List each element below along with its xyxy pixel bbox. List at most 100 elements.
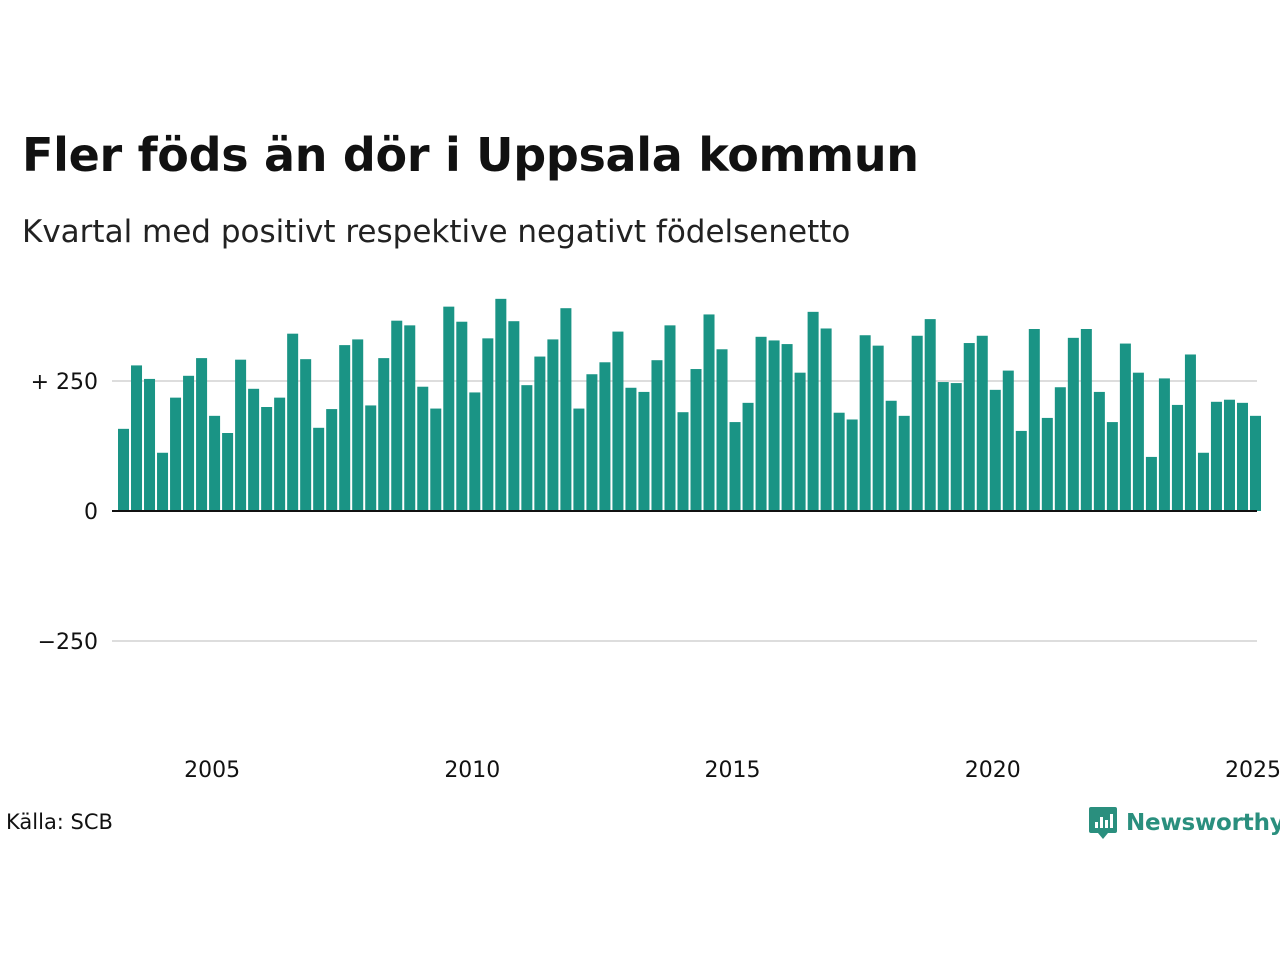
bar — [651, 360, 663, 511]
bar — [365, 405, 377, 511]
brand-name: Newsworthy — [1126, 810, 1280, 836]
bar — [339, 345, 351, 511]
x-tick-label: 2020 — [965, 758, 1021, 783]
bar — [1080, 329, 1092, 511]
bar — [196, 358, 208, 511]
bar — [1119, 343, 1131, 511]
bar — [1132, 372, 1144, 511]
bar — [274, 397, 286, 511]
bar — [1171, 404, 1183, 511]
bar — [716, 349, 728, 511]
bar — [625, 387, 637, 511]
bar — [248, 388, 260, 511]
bar — [1223, 399, 1235, 511]
chart-title: Fler föds än dör i Uppsala kommun — [22, 128, 919, 182]
bar — [703, 314, 715, 511]
bar — [885, 400, 897, 511]
bar — [846, 419, 858, 511]
bar — [807, 311, 819, 511]
source-label: Källa: SCB — [6, 810, 113, 834]
bar — [443, 306, 455, 511]
bar — [352, 339, 364, 511]
bar — [833, 412, 845, 511]
bar — [872, 345, 884, 511]
bar — [781, 344, 793, 511]
bar — [768, 340, 780, 511]
bar — [1067, 337, 1079, 511]
bar — [430, 408, 442, 511]
bar — [170, 397, 182, 511]
bar — [898, 415, 910, 511]
bar-chart-speech-bubble-icon — [1089, 807, 1117, 839]
x-tick-label: 2025 — [1225, 758, 1280, 783]
bar — [755, 336, 767, 511]
bar — [989, 389, 1001, 511]
axes: + 250 0 −250 2005 2010 2015 2020 2025 — [31, 370, 1280, 783]
bar — [1002, 370, 1014, 511]
bar — [404, 325, 416, 511]
bar — [287, 333, 299, 511]
x-tick-label: 2010 — [444, 758, 500, 783]
bar — [963, 343, 975, 511]
bar — [976, 335, 988, 511]
bar — [1145, 456, 1157, 511]
bar — [209, 415, 221, 511]
bar — [1197, 452, 1209, 511]
bar — [313, 427, 325, 511]
bar — [1210, 401, 1222, 511]
bar — [482, 338, 494, 511]
bar — [183, 375, 195, 511]
bar — [1236, 402, 1248, 511]
bar — [911, 335, 923, 511]
bar — [261, 407, 273, 511]
bars — [118, 298, 1261, 511]
bar — [950, 383, 962, 511]
bar — [586, 374, 598, 511]
newsworthy-logo: Newsworthy — [1088, 805, 1280, 841]
x-tick-label: 2005 — [184, 758, 240, 783]
y-tick-label: −250 — [38, 630, 98, 655]
bar — [456, 321, 468, 511]
bar — [118, 428, 130, 511]
bar — [560, 308, 572, 511]
bar — [612, 331, 624, 511]
bar — [924, 319, 936, 511]
bar — [742, 402, 754, 511]
bar — [222, 433, 234, 511]
bar — [521, 385, 533, 511]
bar — [391, 320, 403, 511]
bar — [1106, 422, 1118, 511]
bar — [495, 298, 507, 511]
bar — [820, 328, 832, 511]
bar — [638, 391, 650, 511]
chart-subtitle: Kvartal med positivt respektive negativt… — [22, 214, 851, 250]
bar — [300, 359, 312, 511]
bar — [469, 392, 481, 511]
bar — [1158, 378, 1170, 511]
bar — [1015, 430, 1027, 511]
bar — [1054, 387, 1066, 511]
y-tick-label: 0 — [84, 500, 98, 525]
bar — [1184, 354, 1196, 511]
bar — [690, 369, 702, 511]
bar — [729, 422, 741, 511]
bar-chart: + 250 0 −250 2005 2010 2015 2020 2025 — [31, 298, 1280, 783]
x-tick-label: 2015 — [705, 758, 761, 783]
bar — [1249, 415, 1261, 511]
bar — [547, 339, 559, 511]
bar — [1093, 391, 1105, 511]
bar — [859, 335, 871, 511]
bar — [573, 408, 585, 511]
bar — [144, 378, 156, 511]
bar — [157, 452, 169, 511]
bar — [508, 321, 520, 511]
bar — [534, 356, 546, 511]
bar — [235, 359, 247, 511]
y-tick-label: + 250 — [31, 370, 98, 395]
bar — [937, 382, 949, 511]
bar — [1041, 417, 1053, 511]
bar — [677, 412, 689, 511]
bar — [1028, 329, 1040, 511]
bar — [378, 358, 390, 511]
bar — [599, 362, 611, 511]
